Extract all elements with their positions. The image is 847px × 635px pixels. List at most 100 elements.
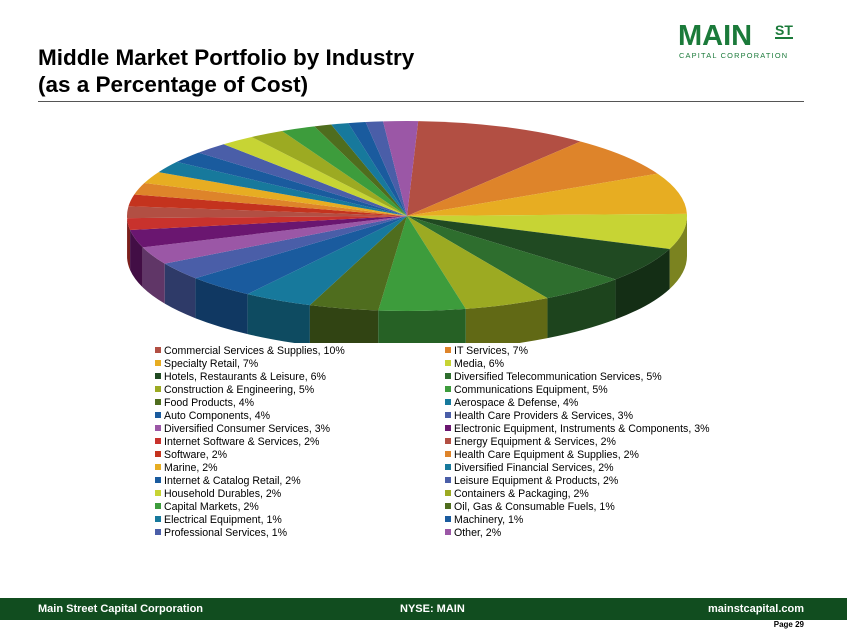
legend-item: Commercial Services & Supplies, 10%: [155, 345, 345, 358]
logo-main-text: MAIN: [678, 20, 753, 52]
legend-label: Software, 2%: [164, 449, 228, 461]
legend-swatch: [155, 412, 161, 418]
legend-swatch: [445, 438, 451, 444]
pie-slice-side: [127, 218, 131, 271]
legend-item: Media, 6%: [445, 358, 504, 371]
legend-label: Diversified Consumer Services, 3%: [164, 423, 331, 435]
legend-item: Internet Software & Services, 2%: [155, 436, 319, 449]
pie-slice: [407, 213, 687, 249]
pie-slice: [130, 216, 407, 248]
legend-swatch: [155, 477, 161, 483]
legend-item: Auto Components, 4%: [155, 410, 270, 423]
legend-swatch: [155, 373, 161, 379]
legend-label: Professional Services, 1%: [164, 527, 288, 539]
pie-slice: [378, 216, 466, 311]
legend-swatch: [155, 425, 161, 431]
legend-swatch: [445, 490, 451, 496]
legend-label: Internet & Catalog Retail, 2%: [164, 475, 301, 487]
pie-slice-side: [465, 298, 548, 343]
pie-slice-side: [547, 279, 616, 339]
legend-swatch: [445, 399, 451, 405]
title-line-1: Middle Market Portfolio by Industry: [38, 45, 415, 70]
legend-item: Electrical Equipment, 1%: [155, 514, 282, 527]
legend-label: Capital Markets, 2%: [164, 501, 259, 513]
legend-label: Communications Equipment, 5%: [454, 384, 608, 396]
legend-label: Household Durables, 2%: [164, 488, 282, 500]
pie-slice: [158, 161, 407, 216]
legend-label: Internet Software & Services, 2%: [164, 436, 320, 448]
legend-label: Energy Equipment & Services, 2%: [454, 436, 616, 448]
legend-label: Containers & Packaging, 2%: [454, 488, 589, 500]
main-street-logo: MAIN ST CAPITAL CORPORATION: [678, 20, 796, 60]
legend-swatch: [445, 412, 451, 418]
page-label: Page: [773, 620, 793, 629]
pie-slice-side: [615, 248, 670, 320]
legend-swatch: [155, 360, 161, 366]
pie-slice: [407, 216, 616, 299]
pie-slice-side: [164, 263, 196, 319]
legend-item: Energy Equipment & Services, 2%: [445, 436, 616, 449]
legend-label: Food Products, 4%: [164, 397, 255, 409]
pie-slice: [407, 121, 581, 216]
legend-item: Marine, 2%: [155, 462, 218, 475]
legend-item: Construction & Engineering, 5%: [155, 384, 314, 397]
pie-slice: [195, 216, 407, 295]
legend-swatch: [445, 451, 451, 457]
pie-slice: [348, 122, 407, 216]
legend-item: Leisure Equipment & Products, 2%: [445, 475, 618, 488]
pie-slice: [223, 136, 407, 216]
pie-slice-side: [378, 308, 466, 343]
legend-label: Machinery, 1%: [454, 514, 524, 526]
pie-slice-side: [309, 305, 379, 343]
legend-item: Health Care Equipment & Supplies, 2%: [445, 449, 639, 462]
legend-item: Machinery, 1%: [445, 514, 523, 527]
legend-swatch: [155, 399, 161, 405]
legend-swatch: [155, 503, 161, 509]
legend-label: Electronic Equipment, Instruments & Comp…: [454, 423, 710, 435]
pie-slice: [314, 124, 407, 216]
pie-slice: [282, 126, 407, 216]
legend-item: Diversified Financial Services, 2%: [445, 462, 614, 475]
legend-swatch: [445, 373, 451, 379]
page-title: Middle Market Portfolio by Industry (as …: [38, 44, 414, 98]
legend-item: Specialty Retail, 7%: [155, 358, 258, 371]
logo-st-text: ST: [775, 22, 793, 39]
legend-item: Containers & Packaging, 2%: [445, 488, 589, 501]
pie-slice: [383, 121, 419, 216]
footer-website[interactable]: mainstcapital.com: [708, 603, 804, 615]
pie-slice: [247, 216, 407, 306]
legend-swatch: [445, 360, 451, 366]
legend-label: Construction & Engineering, 5%: [164, 384, 315, 396]
legend-label: Health Care Equipment & Supplies, 2%: [454, 449, 639, 461]
legend-label: Commercial Services & Supplies, 10%: [164, 345, 345, 357]
page-number: Page 29: [774, 620, 804, 629]
legend-item: Food Products, 4%: [155, 397, 254, 410]
legend-label: Auto Components, 4%: [164, 410, 270, 422]
pie-slice-side: [130, 230, 143, 288]
title-line-2: (as a Percentage of Cost): [38, 72, 309, 97]
legend-item: Internet & Catalog Retail, 2%: [155, 475, 301, 488]
legend-item: Professional Services, 1%: [155, 527, 287, 540]
pie-slice: [142, 216, 407, 264]
legend-swatch: [445, 477, 451, 483]
pie-slice: [198, 144, 407, 216]
legend-item: Communications Equipment, 5%: [445, 384, 608, 397]
legend-item: Aerospace & Defense, 4%: [445, 397, 578, 410]
title-divider: [38, 101, 804, 102]
pie-slice: [407, 216, 548, 309]
legend-swatch: [155, 516, 161, 522]
legend-swatch: [445, 347, 451, 353]
legend-label: Diversified Financial Services, 2%: [454, 462, 614, 474]
legend-item: Health Care Providers & Services, 3%: [445, 410, 633, 423]
legend-label: Health Care Providers & Services, 3%: [454, 410, 633, 422]
pie-slice: [251, 130, 407, 216]
pie-slice: [176, 152, 407, 216]
pie-slice-side: [195, 278, 248, 335]
pie-slice: [128, 194, 407, 216]
footer-company: Main Street Capital Corporation: [38, 603, 204, 615]
legend-item: Oil, Gas & Consumable Fuels, 1%: [445, 501, 615, 514]
legend-swatch: [445, 516, 451, 522]
legend-swatch: [155, 451, 161, 457]
pie-slice: [144, 172, 407, 216]
footer-ticker: NYSE: MAIN: [400, 603, 465, 615]
